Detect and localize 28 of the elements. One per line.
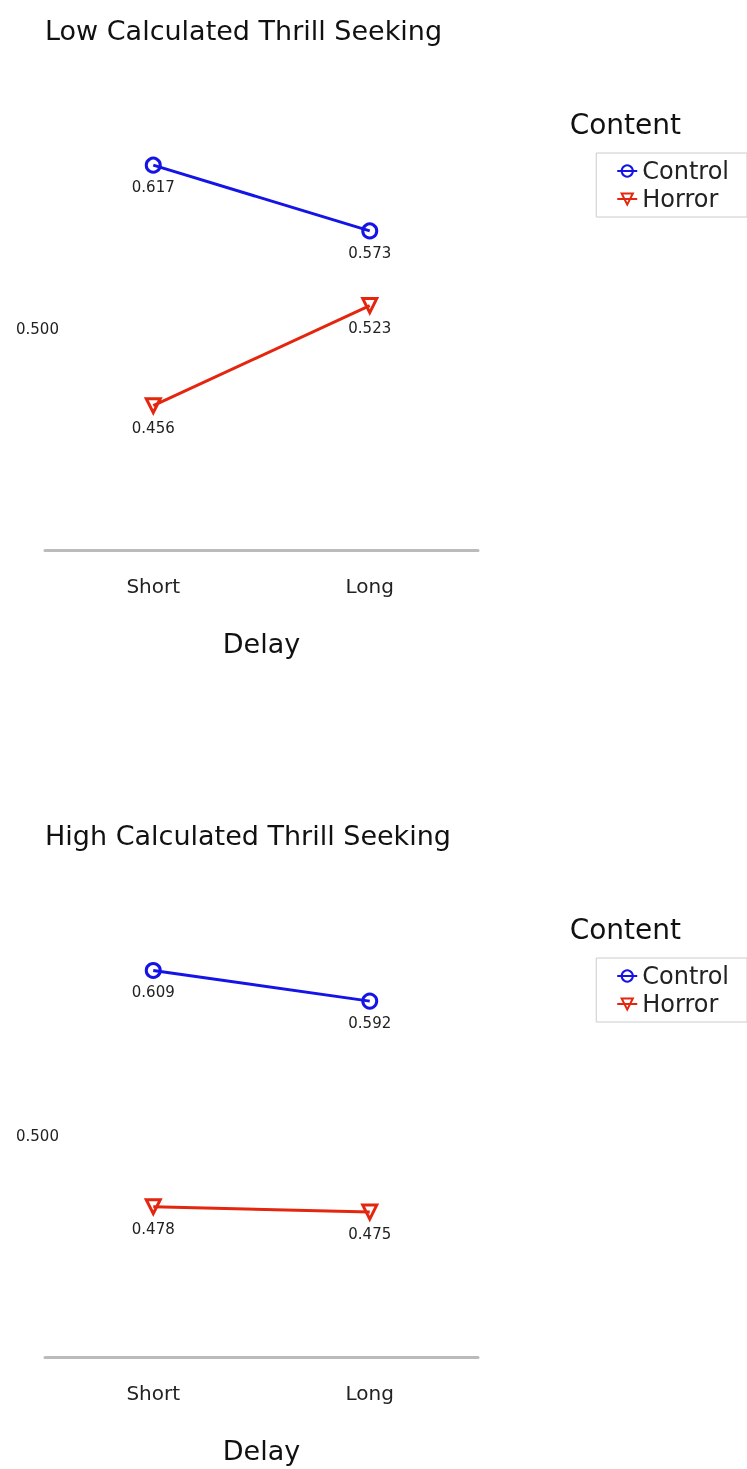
data-label: 0.475	[348, 1225, 392, 1244]
x-tick-label: Short	[126, 574, 181, 598]
annotation: 0.500	[16, 1126, 59, 1145]
x-tick-label: Short	[126, 1381, 181, 1405]
point	[144, 156, 162, 174]
point	[361, 992, 379, 1010]
data-label: 0.592	[348, 1014, 392, 1033]
annotation: 0.500	[16, 320, 59, 338]
point	[361, 222, 379, 240]
legend-label: Control	[642, 962, 730, 990]
x-axis-title: Delay	[222, 628, 301, 659]
legend-label: Horror	[642, 185, 719, 213]
legend-title: Content	[569, 912, 682, 946]
data-label: 0.617	[131, 178, 175, 197]
x-tick-label: Long	[345, 1381, 394, 1405]
point	[144, 961, 162, 979]
chart-title: High Calculated Thrill Seeking	[45, 820, 452, 851]
x-tick-label: Long	[345, 574, 394, 598]
data-label: 0.478	[131, 1219, 175, 1238]
chart-title: Low Calculated Thrill Seeking	[45, 15, 443, 46]
legend-label: Control	[642, 157, 730, 185]
legend-title: Content	[569, 107, 682, 141]
data-label: 0.456	[131, 418, 175, 437]
data-label: 0.523	[348, 318, 392, 337]
legend-label: Horror	[642, 990, 719, 1018]
x-axis-title: Delay	[222, 1435, 301, 1466]
data-label: 0.609	[131, 983, 175, 1002]
data-label: 0.573	[348, 243, 392, 262]
